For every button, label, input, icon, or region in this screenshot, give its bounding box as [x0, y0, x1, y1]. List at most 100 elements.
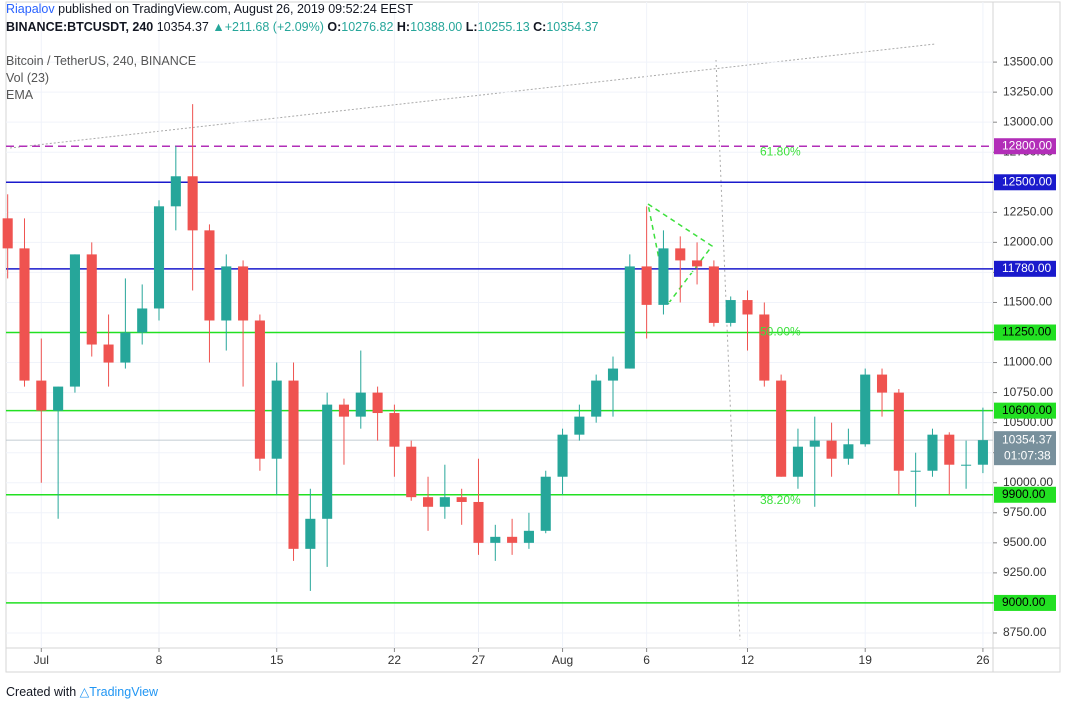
- candle-body: [322, 404, 333, 519]
- y-tick-label: 11500.00: [1003, 295, 1052, 309]
- candle-body: [759, 314, 770, 381]
- x-tick-label: 26: [976, 653, 990, 667]
- created: Created with: [6, 685, 77, 699]
- level-tag-label: 11250.00: [1002, 325, 1051, 339]
- y-tick-label: 12250.00: [1003, 204, 1053, 218]
- o-label: O:: [327, 20, 342, 34]
- x-tick-label: 6: [643, 653, 650, 667]
- candle-body: [338, 404, 350, 417]
- level-tag: [994, 486, 1056, 503]
- x-tick-label: 19: [859, 653, 873, 667]
- candle-body: [607, 368, 619, 381]
- candle-body: [36, 380, 47, 411]
- level-tag: [994, 324, 1056, 341]
- header-line-1: Riapalov published on TradingView.com, A…: [6, 2, 413, 16]
- candle-body: [860, 374, 871, 445]
- candle-body: [675, 248, 686, 261]
- candle-body: [389, 413, 400, 447]
- c-label: C:: [533, 20, 547, 34]
- x-tick-label: 15: [270, 653, 284, 667]
- level-tag: [994, 402, 1056, 419]
- level-tag-label: 12800.00: [1002, 138, 1052, 152]
- ema-legend: EMA: [6, 88, 34, 102]
- candle-body: [221, 266, 232, 321]
- footer: Created with △TradingView: [6, 684, 158, 699]
- fib-label: 61.80%: [760, 144, 801, 158]
- y-tick-label: 10750.00: [1003, 385, 1053, 399]
- candle-body: [238, 266, 249, 321]
- candle-body: [507, 536, 518, 543]
- fib-vertical: [715, 59, 741, 641]
- x-tick-label: 22: [388, 653, 402, 667]
- candle-body: [288, 380, 299, 549]
- y-tick-label: 11000.00: [1003, 355, 1052, 369]
- candle-body: [422, 497, 434, 507]
- candle-body: [103, 344, 114, 363]
- candle-body: [708, 266, 719, 323]
- candle-body: [591, 380, 602, 417]
- candle-body: [19, 248, 30, 381]
- candle-body: [456, 497, 467, 502]
- candle-body: [439, 497, 450, 507]
- candle-body: [809, 440, 820, 447]
- brand[interactable]: △TradingView: [79, 685, 159, 699]
- level-tag-label: 10600.00: [1002, 403, 1052, 417]
- candle-body: [641, 266, 652, 305]
- last: 10354.37: [156, 20, 209, 34]
- change: ▲+211.68 (+2.09%): [212, 20, 324, 34]
- candle-body: [540, 476, 551, 531]
- current-price-tag: [994, 431, 1056, 466]
- level-tag: [994, 138, 1056, 155]
- h-label: H:: [396, 20, 411, 34]
- countdown-label: 01:07:38: [1004, 448, 1051, 462]
- candle-body: [254, 320, 265, 459]
- level-tag-label: 11780.00: [1002, 261, 1051, 275]
- legend: Bitcoin / TetherUS, 240, BINANCE Vol (23)…: [6, 53, 196, 104]
- brand-name[interactable]: TradingView: [89, 685, 159, 699]
- x-tick-label: Jul: [34, 653, 49, 667]
- x-tick-label: 12: [741, 653, 755, 667]
- candle-body: [624, 266, 635, 369]
- y-tick-label: 9250.00: [1003, 565, 1047, 579]
- y-tick-label: 9750.00: [1003, 505, 1047, 519]
- candle-body: [944, 434, 955, 465]
- candle-body: [961, 464, 972, 466]
- author[interactable]: Riapalov: [6, 2, 55, 16]
- current-price-label: 10354.37: [1002, 432, 1052, 446]
- level-tag-label: 9000.00: [1002, 595, 1046, 609]
- candle-body: [910, 470, 921, 472]
- published: published on TradingView.com, August 26,…: [58, 2, 414, 16]
- header-line-2: BINANCE:BTCUSDT, 240 10354.37 ▲+211.68 (…: [6, 20, 599, 34]
- candle-body: [355, 392, 366, 417]
- x-tick-label: 27: [472, 653, 486, 667]
- candle-body: [742, 300, 753, 315]
- candle-body: [406, 446, 417, 498]
- candle-body: [271, 380, 282, 459]
- candle-body: [523, 530, 534, 543]
- y-tick-label: 10000.00: [1003, 475, 1053, 489]
- candle-body: [725, 300, 736, 323]
- symbol: BINANCE:BTCUSDT, 240: [6, 20, 154, 34]
- candle-body: [473, 501, 484, 543]
- volume-legend: Vol (23): [6, 71, 50, 85]
- candle-body: [893, 392, 904, 471]
- candle-body: [137, 308, 148, 333]
- candle-body: [490, 536, 501, 543]
- candle-body: [792, 446, 803, 477]
- candle-body: [977, 440, 988, 465]
- y-tick-label: 13500.00: [1003, 54, 1053, 68]
- trend-line: [9, 43, 936, 149]
- y-tick-label: 12000.00: [1003, 235, 1053, 249]
- plot-frame: [5, 1, 1061, 673]
- y-tick-label: 13250.00: [1003, 84, 1053, 98]
- y-tick-label: 13000.00: [1003, 114, 1053, 128]
- candle-body: [2, 218, 13, 249]
- candle-body: [120, 332, 131, 363]
- candle-body: [69, 254, 80, 387]
- candle-body: [372, 392, 383, 414]
- candle-body: [86, 254, 97, 345]
- level-tag: [994, 260, 1056, 277]
- o: 10276.82: [341, 20, 394, 34]
